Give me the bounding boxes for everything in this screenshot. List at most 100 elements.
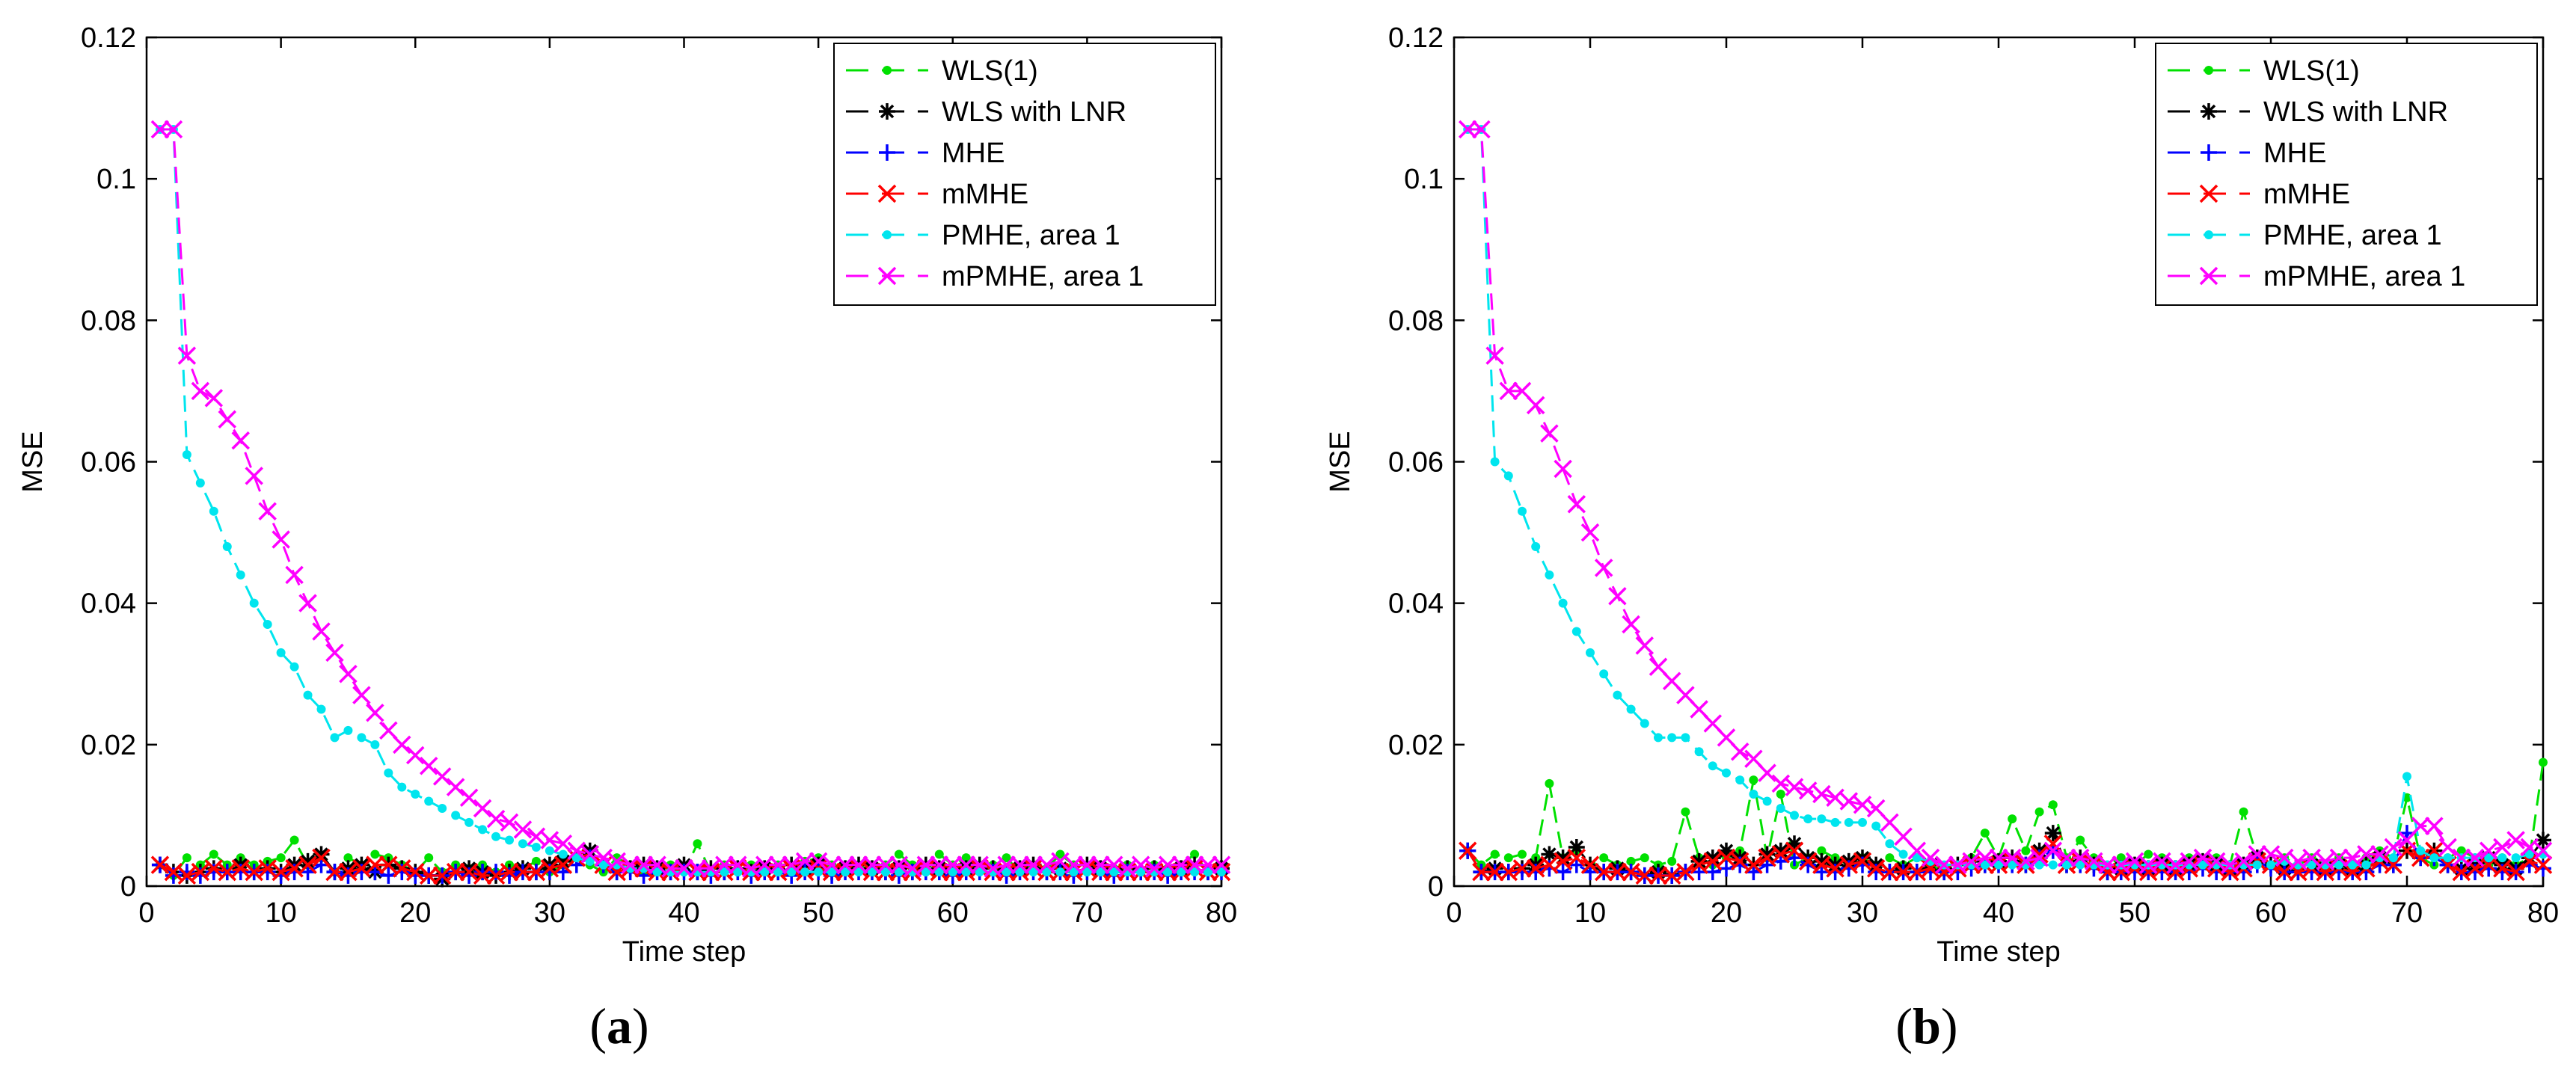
data-point xyxy=(2425,817,2444,835)
legend-label: WLS(1) xyxy=(2263,55,2360,87)
data-point xyxy=(464,817,474,827)
data-point xyxy=(862,855,882,874)
data-point xyxy=(379,855,398,874)
y-tick-label: 0.08 xyxy=(1388,305,1444,336)
data-point xyxy=(2535,832,2551,849)
legend-label: WLS with LNR xyxy=(2263,96,2448,128)
data-point xyxy=(1817,846,1827,855)
data-point xyxy=(2384,838,2403,857)
legend-item: mMHE xyxy=(846,179,1028,210)
data-point xyxy=(2275,848,2294,867)
data-point xyxy=(1871,821,1881,831)
legend-item: MHE xyxy=(2168,138,2326,169)
data-point xyxy=(1069,867,1079,877)
data-point xyxy=(867,867,877,877)
data-point xyxy=(1786,835,1803,852)
data-point xyxy=(1690,852,1708,870)
data-point xyxy=(648,855,666,874)
data-point xyxy=(397,782,407,792)
data-point xyxy=(222,542,232,551)
data-point xyxy=(1980,860,1990,870)
data-point xyxy=(2248,845,2267,864)
data-point xyxy=(343,725,353,735)
x-tick-label: 20 xyxy=(1711,897,1742,929)
data-point xyxy=(1749,775,1758,785)
data-point xyxy=(513,820,533,839)
data-point xyxy=(1866,799,1886,818)
data-point xyxy=(164,862,183,882)
data-point xyxy=(661,859,680,878)
data-point xyxy=(1586,648,1595,657)
data-point xyxy=(182,853,191,863)
data-point xyxy=(1015,867,1025,877)
data-point xyxy=(809,852,828,871)
data-point xyxy=(1912,853,1922,863)
data-point xyxy=(2329,848,2349,867)
data-point xyxy=(934,849,944,859)
data-point xyxy=(1526,859,1545,878)
data-point xyxy=(406,862,425,882)
data-point xyxy=(773,867,783,877)
data-point xyxy=(1042,867,1052,877)
data-point xyxy=(540,859,559,878)
data-point xyxy=(352,686,371,704)
x-tick-label: 70 xyxy=(2391,897,2423,929)
data-point xyxy=(1541,846,1558,863)
chart-panel-1: 0 10 20 30 40 50 60 70 80 0 0.02 0.04 0.06 0.08 0.1 0.1… xyxy=(17,22,1237,1054)
data-point xyxy=(204,389,224,408)
data-point xyxy=(2008,814,2017,824)
data-point xyxy=(1885,853,1895,863)
x-tick-label: 50 xyxy=(2119,897,2150,929)
data-point xyxy=(1190,849,1200,859)
data-point xyxy=(1512,859,1532,878)
data-point xyxy=(2085,852,2103,871)
data-point xyxy=(2361,860,2371,870)
data-point xyxy=(814,867,824,877)
data-point xyxy=(1948,855,1967,874)
y-tick-label: 0.02 xyxy=(81,730,136,761)
data-point xyxy=(1011,855,1029,874)
data-point xyxy=(432,767,452,786)
data-point xyxy=(459,862,479,882)
data-point xyxy=(1185,855,1204,874)
data-point xyxy=(733,867,743,877)
data-point xyxy=(2506,862,2525,882)
data-point xyxy=(621,855,640,874)
legend-label: mMHE xyxy=(942,179,1028,210)
data-point xyxy=(1735,775,1745,785)
data-point xyxy=(339,665,358,683)
data-point xyxy=(258,502,277,520)
data-point xyxy=(729,855,747,874)
data-point xyxy=(1718,842,1735,859)
x-axis-label: Time step xyxy=(1936,936,2060,968)
data-point xyxy=(312,622,331,641)
legend-item: MHE xyxy=(846,138,1005,169)
data-point xyxy=(1458,841,1477,860)
data-point xyxy=(1708,761,1717,771)
y-tick-label: 0.12 xyxy=(1388,22,1444,54)
chart-panel-2: 0 10 20 30 40 50 60 70 80 0 0.02 0.04 0.06 0.08 0.1 0.1… xyxy=(1325,22,2559,1054)
legend-label: mPMHE, area 1 xyxy=(942,261,1144,292)
data-point xyxy=(1880,813,1899,832)
legend-item: PMHE, area 1 xyxy=(2168,220,2442,251)
data-point xyxy=(1037,855,1056,874)
data-point xyxy=(2138,855,2158,874)
y-axis-label: MSE xyxy=(1325,431,1356,492)
data-point xyxy=(1858,817,1867,827)
data-point xyxy=(1458,120,1477,139)
data-point xyxy=(876,855,895,874)
data-point xyxy=(1776,803,1785,813)
x-tick-label: 30 xyxy=(1847,897,1878,929)
data-point xyxy=(2484,853,2494,863)
data-point xyxy=(1717,728,1736,747)
data-point xyxy=(1640,719,1649,728)
data-point xyxy=(760,867,770,877)
data-point xyxy=(2452,848,2471,867)
data-point xyxy=(1826,859,1844,878)
data-point xyxy=(1531,542,1541,551)
data-point xyxy=(1499,381,1518,401)
data-point xyxy=(2116,853,2126,863)
legend: WLS(1) WLS with LNR MHE mMHE PMHE, area 1 mPM… xyxy=(833,43,1216,306)
x-tick-label: 40 xyxy=(668,897,699,929)
legend-swatch-marker xyxy=(2204,66,2213,75)
